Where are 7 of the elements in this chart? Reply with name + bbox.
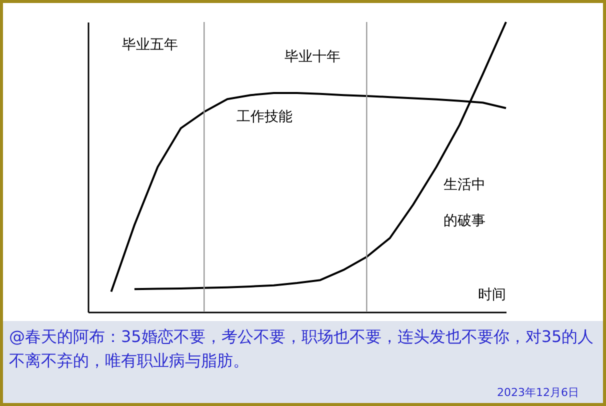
text: @春天的阿布：35婚恋不要，考公不要，职场也不要，连头发也不要你，对35的人不离不弃的，唯有职业病与脂肪。	[8, 326, 595, 372]
x-axis-title: 时间	[478, 287, 506, 303]
annotation: 毕业十年	[284, 48, 341, 65]
series-label: 工作技能	[236, 109, 292, 126]
text: 2023年12月6日	[497, 385, 579, 400]
text: 生活中的破事	[443, 177, 486, 229]
annotation: 毕业五年	[122, 37, 178, 54]
